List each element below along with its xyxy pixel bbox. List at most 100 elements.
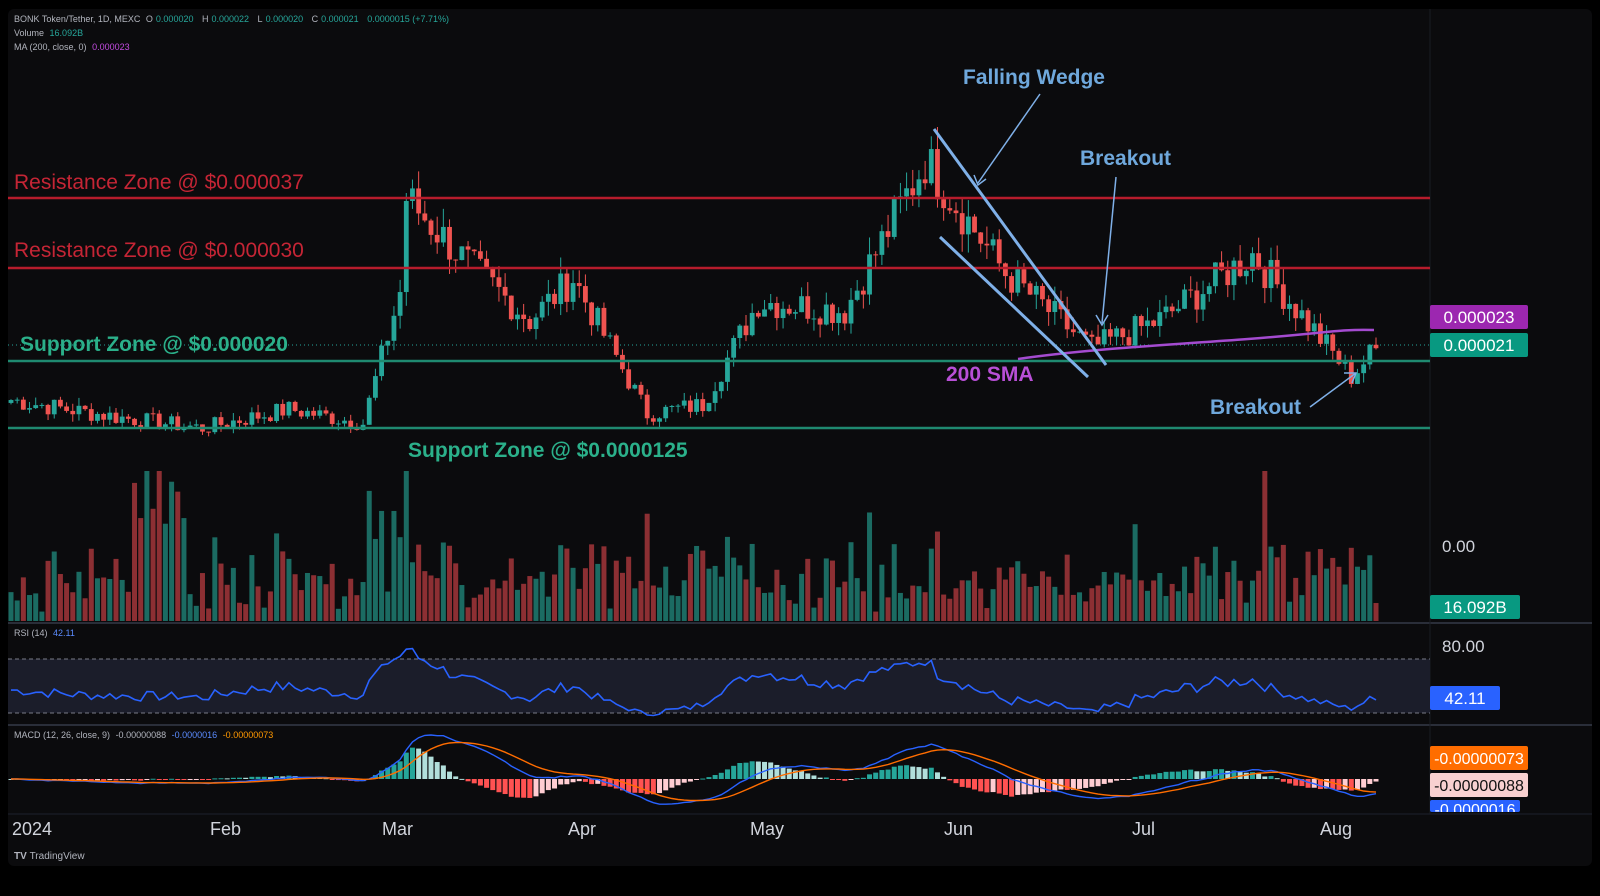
macd-histogram-bar — [990, 779, 996, 793]
candle-body — [527, 319, 533, 330]
volume-bar — [1095, 585, 1101, 621]
volume-bar — [700, 550, 706, 621]
volume-bar — [718, 576, 724, 621]
macd-histogram-bar — [119, 779, 125, 781]
macd-histogram-bar — [589, 779, 595, 785]
macd-histogram-bar — [447, 771, 453, 779]
volume-bar — [144, 471, 150, 621]
macd-histogram-bar — [644, 779, 650, 795]
candle-body — [928, 149, 934, 184]
ma-legend[interactable]: MA (200, close, 0) 0.000023 — [14, 41, 133, 53]
candle-body — [718, 381, 724, 392]
candle-body — [755, 312, 761, 317]
macd-histogram-bar — [274, 776, 280, 779]
volume-bar — [175, 491, 181, 621]
symbol-label[interactable]: BONK Token/Tether, 1D, MEXC — [14, 14, 141, 24]
macd-histogram-bar — [1064, 779, 1070, 790]
macd-histogram-bar — [595, 779, 601, 784]
support-label-high: Support Zone @ $0.000020 — [20, 333, 288, 356]
volume-badge-text: 16.092B — [1443, 598, 1506, 617]
macd-histogram-bar — [237, 777, 243, 779]
volume-bar — [644, 513, 650, 621]
volume-bar — [508, 558, 514, 621]
volume-bar — [440, 542, 446, 621]
wedge-upper-line[interactable] — [932, 128, 1108, 366]
low-label: L — [257, 14, 263, 24]
candle-body — [663, 406, 669, 419]
wedge-lower-line[interactable] — [938, 235, 1090, 379]
rsi-legend[interactable]: RSI (14) 42.11 — [14, 627, 78, 639]
candle-body — [953, 210, 959, 214]
tradingview-logo[interactable]: TV TradingView — [14, 851, 85, 862]
volume-bar — [1219, 599, 1225, 621]
volume-bar — [1354, 566, 1360, 621]
candle-body — [533, 317, 539, 330]
volume-bar — [1182, 566, 1188, 621]
volume-bar — [230, 567, 236, 621]
macd-histogram-bar — [70, 779, 76, 781]
candle-body — [539, 301, 545, 318]
candle-body — [243, 422, 249, 425]
volume-bar — [1361, 569, 1367, 621]
candle-body — [1250, 253, 1255, 271]
macd-histogram-bar — [1157, 773, 1163, 779]
volume-bar — [199, 573, 205, 621]
rsi-band — [8, 659, 1430, 713]
macd-histogram-bar — [249, 776, 255, 779]
time-axis[interactable]: 2024 Feb Mar Apr May Jun Jul Aug — [12, 819, 1352, 839]
volume-bar — [1225, 572, 1231, 621]
macd-histogram-bar — [459, 778, 465, 780]
price-chart[interactable]: Resistance Zone @ $0.000037 Resistance Z… — [8, 9, 1592, 866]
candle-body — [434, 234, 440, 243]
macd-histogram-bar — [848, 779, 854, 780]
breakout-arrow-1 — [1101, 176, 1117, 324]
macd-legend[interactable]: MACD (12, 26, close, 9) -0.00000088 -0.0… — [14, 729, 276, 741]
candle-body — [570, 283, 576, 302]
macd-histogram-bar — [434, 762, 440, 779]
volume-bar — [181, 518, 187, 621]
macd-histogram-bar — [162, 779, 168, 780]
sma-200-line[interactable] — [1017, 328, 1375, 361]
volume-bar — [1015, 561, 1021, 621]
candle-body — [484, 258, 489, 268]
rsi-line[interactable] — [10, 647, 1377, 717]
volume-bar — [601, 546, 607, 621]
macd-histogram-bar — [187, 779, 193, 780]
candle-body — [990, 239, 996, 246]
macd-histogram-bar — [1083, 779, 1089, 788]
macd-histogram-bar — [928, 767, 934, 779]
signal-line[interactable] — [11, 741, 1377, 802]
macd-histogram-bar — [88, 779, 94, 781]
volume-bar — [817, 597, 823, 621]
candle-body — [95, 413, 100, 421]
candle-body — [373, 376, 378, 398]
macd-histogram-bar — [922, 768, 928, 779]
macd-histogram-bar — [799, 770, 805, 779]
open-value: 0.000020 — [155, 14, 194, 24]
volume-bar — [582, 568, 588, 621]
volume-bar — [8, 592, 14, 621]
candle-body — [947, 208, 953, 211]
volume-bar — [1274, 557, 1280, 621]
candle-body — [854, 290, 860, 300]
volume-bar — [836, 587, 842, 621]
macd-histogram-bar — [1256, 773, 1262, 779]
candle-body — [175, 416, 181, 431]
volume-bar — [20, 577, 26, 621]
volume-bar — [311, 575, 317, 621]
candle-body — [212, 417, 218, 433]
time-label: Jun — [944, 819, 973, 839]
volume-legend[interactable]: Volume 16.092B — [14, 27, 86, 39]
macd-histogram-bar — [829, 779, 835, 780]
macd-histogram-bar — [953, 779, 959, 784]
macd-histogram-bar — [422, 751, 428, 779]
macd-line[interactable] — [11, 734, 1377, 805]
candle-body — [1175, 308, 1181, 312]
candle-body — [972, 216, 977, 233]
candle-body — [144, 413, 150, 429]
candle-body — [916, 179, 922, 196]
volume-bar — [51, 551, 57, 621]
volume-bar — [792, 603, 798, 621]
macd-histogram-bar — [582, 779, 588, 782]
volume-bar — [731, 557, 737, 621]
